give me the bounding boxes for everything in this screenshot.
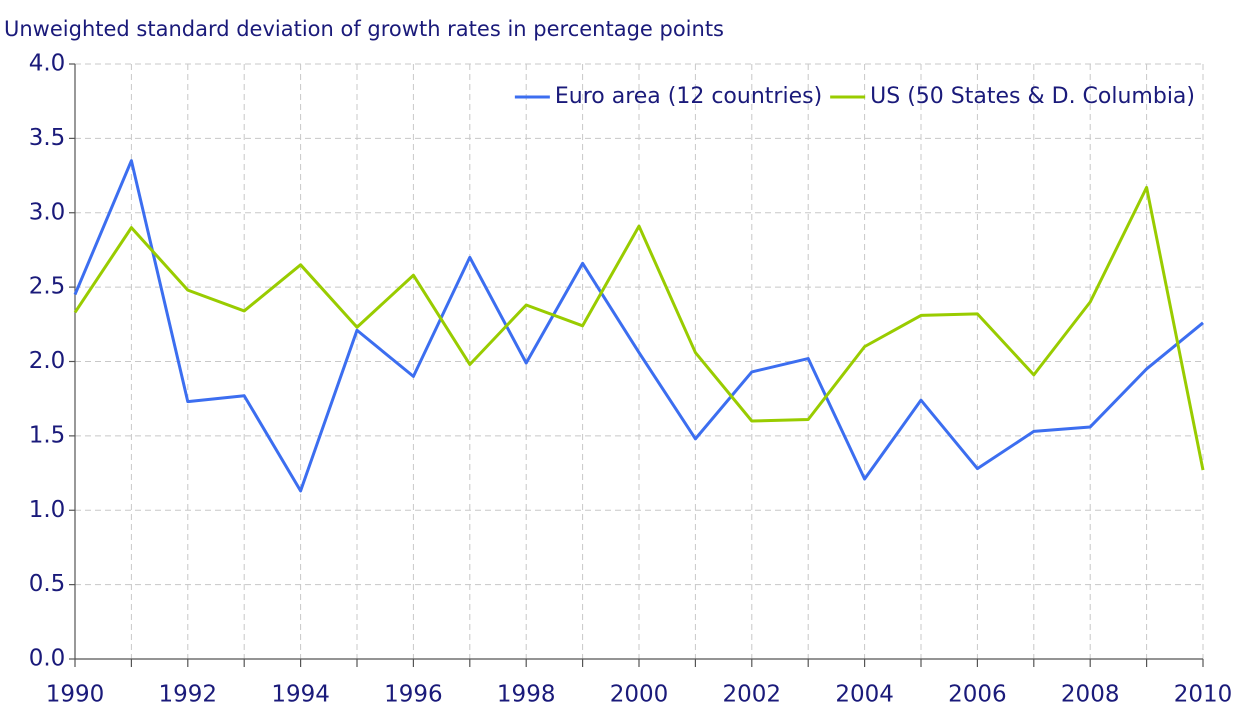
x-tick-label: 2002 [723, 682, 782, 708]
x-tick-label: 1998 [497, 682, 556, 708]
x-tick-label: 2004 [835, 682, 894, 708]
data-line [73, 159, 1204, 493]
y-tick-label: 2.5 [29, 274, 66, 300]
y-tick-label: 4.0 [29, 51, 66, 77]
y-tick-label: 2.0 [29, 348, 66, 374]
legend-label: Euro area (12 countries) [555, 84, 822, 109]
x-tick-label: 1990 [46, 682, 105, 708]
data-line [73, 185, 1205, 471]
x-tick-label: 1994 [271, 682, 330, 708]
chart-title: Unweighted standard deviation of growth … [4, 17, 724, 41]
x-tick-label: 1992 [159, 682, 218, 708]
x-tick-label: 2000 [610, 682, 669, 708]
y-tick-label: 1.0 [29, 497, 66, 523]
x-tick-label: 2010 [1174, 682, 1233, 708]
y-tick-label: 0.0 [29, 646, 66, 672]
legend-label: US (50 States & D. Columbia) [870, 84, 1195, 109]
y-tick-label: 3.5 [29, 125, 66, 151]
x-tick-label: 2008 [1061, 682, 1120, 708]
y-tick-label: 0.5 [29, 571, 66, 597]
x-tick-label: 2006 [948, 682, 1007, 708]
y-tick-label: 1.5 [29, 422, 66, 448]
y-tick-label: 3.0 [29, 199, 66, 225]
x-tick-label: 1996 [384, 682, 443, 708]
